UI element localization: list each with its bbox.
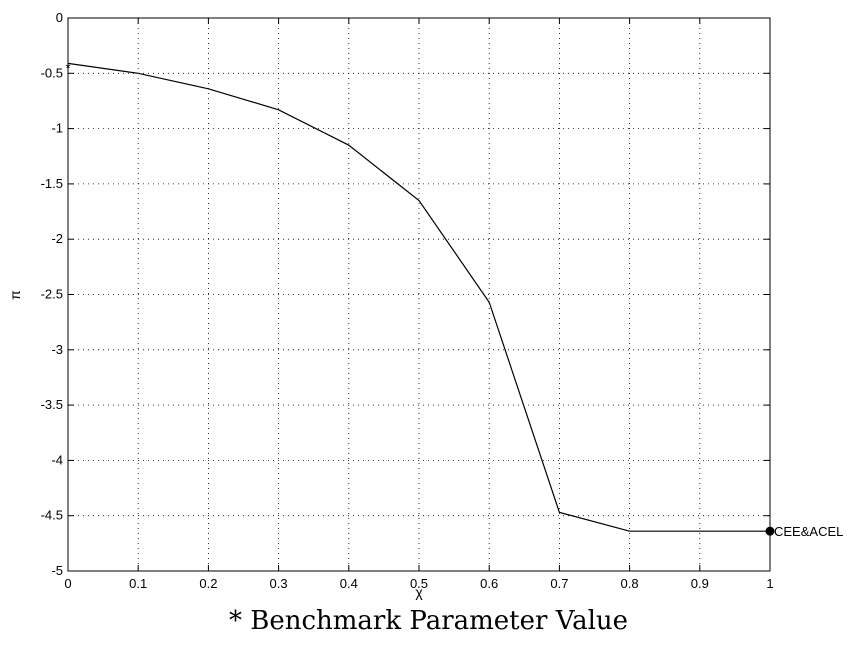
y-tick-label: -1.5 <box>41 176 63 191</box>
x-tick-label: 0.5 <box>410 576 428 591</box>
line-chart: 0 0.1 0.2 0.3 0.4 0.5 0.6 0.7 0.8 0.9 1 0 -0.5 -1 -1.5… <box>7 10 843 600</box>
x-tick-label: 0.2 <box>199 576 217 591</box>
y-tick-label: -5 <box>51 563 63 578</box>
ticks: 0 0.1 0.2 0.3 0.4 0.5 0.6 0.7 0.8 0.9 1 0 -0.5 -1 -1.5… <box>41 10 774 591</box>
x-tick-label: 0.3 <box>270 576 288 591</box>
benchmark-point <box>765 526 775 536</box>
x-tick-label: 0.6 <box>480 576 498 591</box>
y-tick-label: -4.5 <box>41 508 63 523</box>
y-tick-label: -4 <box>51 452 63 467</box>
x-tick-label: 0.7 <box>550 576 568 591</box>
x-tick-label: 0.1 <box>129 576 147 591</box>
y-tick-label: -0.5 <box>41 65 63 80</box>
x-tick-label: 0 <box>64 576 71 591</box>
x-axis-label: χ <box>415 584 423 600</box>
grid <box>68 18 770 571</box>
series-line <box>67 62 770 532</box>
x-tick-label: 0.8 <box>621 576 639 591</box>
x-tick-label: 0.4 <box>340 576 358 591</box>
y-tick-label: 0 <box>56 10 63 25</box>
x-tick-label: 0.9 <box>691 576 709 591</box>
series-group <box>67 62 770 532</box>
y-axis-label: π <box>7 290 23 300</box>
x-tick-label: 1 <box>766 576 773 591</box>
y-tick-label: -2.5 <box>41 287 63 302</box>
y-tick-label: -3 <box>51 342 63 357</box>
y-tick-label: -1 <box>51 121 63 136</box>
y-tick-label: -3.5 <box>41 397 63 412</box>
y-tick-label: -2 <box>51 231 63 246</box>
star-marker: * <box>65 60 70 75</box>
markers-group: * CEE&ACEL <box>65 60 843 539</box>
caption: * Benchmark Parameter Value <box>228 606 629 636</box>
point-annotation: CEE&ACEL <box>774 524 843 539</box>
